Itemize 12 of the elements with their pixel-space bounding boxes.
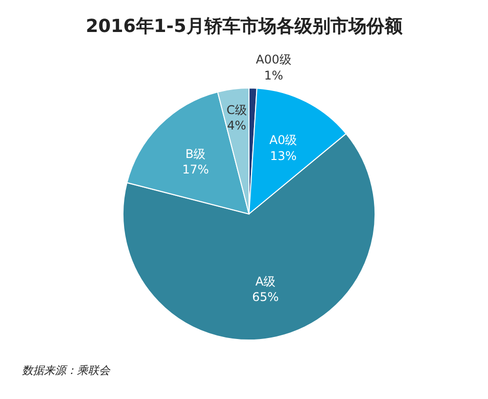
chart-title: 2016年1-5月轿车市场各级别市场份额: [84, 15, 404, 39]
data-label: 17%: [182, 162, 209, 177]
data-label: 65%: [252, 290, 279, 304]
data-label: 13%: [270, 148, 297, 163]
slice-label: B级: [185, 147, 206, 162]
data-label: 1%: [264, 68, 284, 82]
slice-label: A00级: [256, 52, 292, 67]
slice-label: A级: [255, 274, 276, 288]
data-label: 4%: [227, 118, 246, 133]
slice-label: C级: [226, 103, 247, 118]
slice-label: A0级: [269, 133, 298, 148]
source-note: 数据来源：乘联会: [22, 364, 110, 377]
